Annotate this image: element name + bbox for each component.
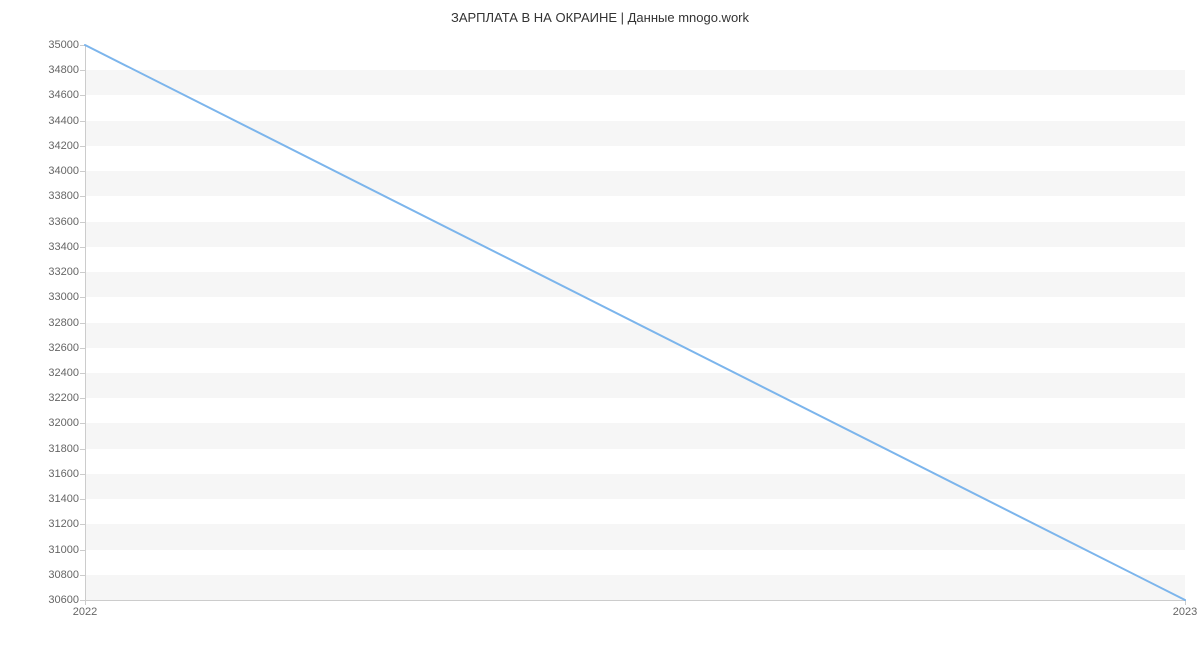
y-tick-label: 31600 [48, 468, 79, 480]
y-tick-label: 34400 [48, 115, 79, 127]
y-tick-label: 32800 [48, 317, 79, 329]
y-tick-label: 33200 [48, 266, 79, 278]
y-tick-label: 33600 [48, 216, 79, 228]
y-tick-label: 32400 [48, 367, 79, 379]
y-tick-label: 31200 [48, 518, 79, 530]
chart-plot-area: 3060030800310003120031400316003180032000… [85, 45, 1185, 600]
y-tick-label: 31000 [48, 544, 79, 556]
x-axis-line [85, 600, 1185, 601]
y-tick-label: 33800 [48, 190, 79, 202]
y-tick-label: 32600 [48, 342, 79, 354]
series-line [85, 45, 1185, 600]
y-tick-label: 30600 [48, 594, 79, 606]
x-tick-label: 2022 [73, 606, 97, 618]
y-tick-label: 33000 [48, 291, 79, 303]
chart-title: ЗАРПЛАТА В НА ОКРАИНЕ | Данные mnogo.wor… [0, 10, 1200, 25]
y-tick-label: 31800 [48, 443, 79, 455]
line-layer [85, 45, 1185, 600]
y-tick-label: 30800 [48, 569, 79, 581]
x-tick-label: 2023 [1173, 606, 1197, 618]
y-tick-label: 32200 [48, 392, 79, 404]
y-tick-label: 31400 [48, 493, 79, 505]
x-tick-mark [85, 600, 86, 605]
y-tick-label: 34600 [48, 89, 79, 101]
y-tick-label: 34800 [48, 64, 79, 76]
y-tick-label: 32000 [48, 417, 79, 429]
y-tick-label: 35000 [48, 39, 79, 51]
y-tick-label: 34000 [48, 165, 79, 177]
y-tick-label: 33400 [48, 241, 79, 253]
y-tick-label: 34200 [48, 140, 79, 152]
